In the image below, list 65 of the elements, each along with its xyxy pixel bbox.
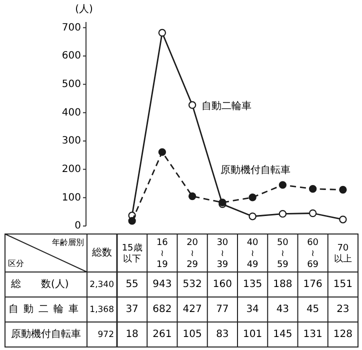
- point: [308, 209, 317, 218]
- text: 総数: [91, 246, 112, 259]
- x-tick-label: 60 ≀ 69: [307, 238, 319, 270]
- point: [278, 181, 287, 189]
- text: 176: [303, 279, 322, 290]
- y-tick-label: 0: [74, 220, 81, 232]
- data-label: 427: [182, 304, 202, 316]
- series-label: 原動機付自転車: [220, 164, 291, 176]
- series-label: 自動二輪車: [201, 100, 252, 112]
- y-tick-label: 600: [62, 50, 81, 62]
- x-tick-label: 30 ≀ 39: [216, 238, 228, 270]
- text: 2,340: [90, 280, 114, 290]
- point: [158, 148, 166, 156]
- x-tick-label: 15歳以下: [122, 242, 142, 264]
- point: [278, 210, 287, 218]
- data-label: 682: [152, 304, 172, 316]
- text: 943: [152, 279, 172, 290]
- point: [248, 194, 256, 202]
- data-label: 18: [126, 329, 138, 340]
- y-tick-label: 200: [62, 164, 81, 176]
- text: 1,368: [90, 304, 114, 315]
- point: [158, 28, 166, 37]
- data-label: 77: [216, 304, 229, 316]
- y-tick-label: 100: [62, 192, 81, 204]
- text: 135: [243, 279, 262, 290]
- y-tick-label: 500: [62, 79, 81, 90]
- text: 151: [333, 279, 352, 290]
- y-tick-label: 700: [62, 22, 81, 34]
- x-tick-label: 40 ≀ 49: [246, 238, 259, 270]
- data-label: 131: [303, 329, 322, 340]
- point: [339, 186, 347, 194]
- point: [308, 185, 317, 193]
- data-label: 45: [306, 304, 320, 316]
- x-tick-label: 20 ≀ 29: [186, 238, 198, 270]
- data-label: 43: [276, 304, 290, 316]
- point: [339, 216, 347, 224]
- point: [188, 101, 196, 109]
- y-tick-label: 300: [62, 136, 81, 147]
- text: 55: [126, 279, 138, 290]
- text: 年齢層別: [52, 238, 84, 248]
- x-tick-label: 70以上: [334, 244, 352, 264]
- y-axis-title: (人): [75, 4, 93, 15]
- data-label: 261: [152, 329, 172, 340]
- data-label: 105: [182, 329, 202, 340]
- point: [128, 217, 136, 225]
- data-label: 34: [246, 304, 259, 316]
- point: [188, 192, 196, 200]
- text: 総 数(人): [10, 278, 69, 290]
- text: 160: [212, 279, 232, 290]
- text: 972: [98, 330, 114, 340]
- text: 532: [182, 279, 202, 290]
- text: 188: [273, 279, 292, 290]
- x-tick-label: 50 ≀ 59: [276, 238, 289, 270]
- data-label: 83: [216, 329, 229, 340]
- point: [248, 212, 256, 220]
- data-label: 37: [126, 304, 138, 316]
- text: 自動二輪車: [8, 304, 84, 316]
- data-label: 101: [243, 329, 262, 340]
- text: 原動機付自転車: [11, 329, 81, 340]
- data-label: 145: [273, 329, 292, 340]
- text: 区分: [8, 259, 24, 268]
- data-label: 23: [336, 304, 350, 316]
- y-tick-label: 400: [62, 107, 81, 118]
- data-label: 128: [333, 329, 352, 340]
- x-tick-label: 16 ≀ 19: [156, 238, 168, 270]
